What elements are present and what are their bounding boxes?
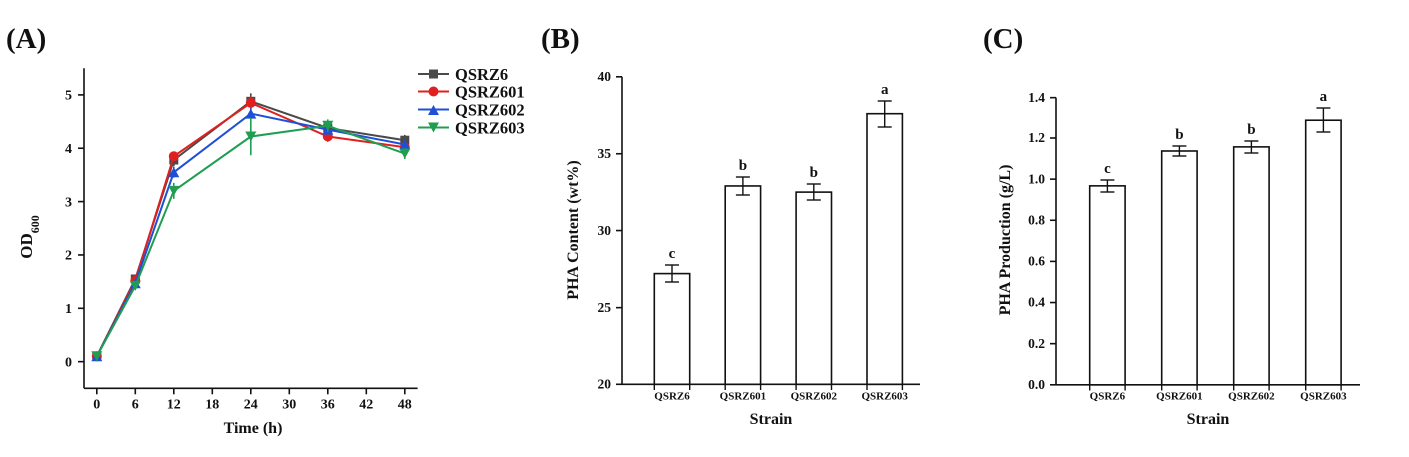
svg-text:0.4: 0.4: [1028, 295, 1045, 310]
svg-text:QSRZ603: QSRZ603: [455, 119, 525, 138]
svg-text:1.2: 1.2: [1028, 130, 1045, 145]
svg-text:1.4: 1.4: [1028, 90, 1045, 105]
svg-text:18: 18: [205, 398, 219, 413]
svg-text:QSRZ603: QSRZ603: [861, 391, 908, 403]
svg-text:2: 2: [65, 249, 72, 264]
svg-text:0.2: 0.2: [1028, 336, 1045, 351]
svg-text:12: 12: [167, 398, 181, 413]
svg-text:b: b: [1175, 127, 1183, 143]
svg-text:42: 42: [359, 398, 373, 413]
svg-text:QSRZ601: QSRZ601: [455, 83, 525, 102]
svg-text:c: c: [669, 246, 676, 262]
svg-text:4: 4: [65, 142, 72, 157]
svg-text:40: 40: [598, 69, 612, 84]
svg-text:1.0: 1.0: [1028, 171, 1045, 186]
svg-text:0.0: 0.0: [1028, 377, 1045, 392]
svg-text:(B): (B): [541, 23, 580, 55]
svg-text:0.8: 0.8: [1028, 212, 1045, 227]
svg-text:QSRZ601: QSRZ601: [720, 391, 766, 403]
svg-text:36: 36: [321, 398, 335, 413]
svg-text:QSRZ602: QSRZ602: [455, 101, 525, 120]
svg-text:QSRZ6: QSRZ6: [1090, 391, 1126, 403]
svg-text:b: b: [810, 165, 818, 181]
svg-text:48: 48: [398, 398, 412, 413]
svg-text:(A): (A): [6, 23, 46, 55]
svg-text:PHA Production (g/L): PHA Production (g/L): [997, 165, 1014, 316]
svg-text:30: 30: [282, 398, 296, 413]
svg-text:QSRZ602: QSRZ602: [1228, 391, 1275, 403]
svg-text:c: c: [1104, 161, 1111, 177]
svg-text:(C): (C): [983, 23, 1023, 55]
svg-text:QSRZ6: QSRZ6: [654, 391, 690, 403]
svg-text:QSRZ602: QSRZ602: [791, 391, 838, 403]
svg-text:QSRZ601: QSRZ601: [1156, 391, 1202, 403]
svg-text:3: 3: [65, 195, 72, 210]
svg-text:a: a: [1320, 89, 1328, 105]
svg-text:20: 20: [598, 377, 612, 392]
svg-text:0.6: 0.6: [1028, 254, 1045, 269]
svg-text:b: b: [739, 158, 747, 174]
svg-text:5: 5: [65, 89, 72, 104]
svg-text:QSRZ603: QSRZ603: [1300, 391, 1347, 403]
svg-text:25: 25: [598, 300, 612, 315]
svg-text:a: a: [881, 82, 889, 98]
svg-text:Strain: Strain: [750, 411, 793, 428]
svg-text:6: 6: [132, 398, 139, 413]
svg-text:1: 1: [65, 302, 72, 317]
svg-text:Strain: Strain: [1187, 411, 1230, 428]
svg-text:24: 24: [244, 398, 258, 413]
svg-text:b: b: [1247, 122, 1255, 138]
svg-text:0: 0: [65, 355, 72, 370]
svg-text:0: 0: [93, 398, 100, 413]
svg-text:Time (h): Time (h): [224, 420, 283, 437]
svg-text:35: 35: [598, 146, 612, 161]
svg-text:QSRZ6: QSRZ6: [455, 65, 508, 84]
svg-text:PHA Content (wt%): PHA Content (wt%): [565, 160, 582, 300]
svg-text:30: 30: [598, 223, 612, 238]
